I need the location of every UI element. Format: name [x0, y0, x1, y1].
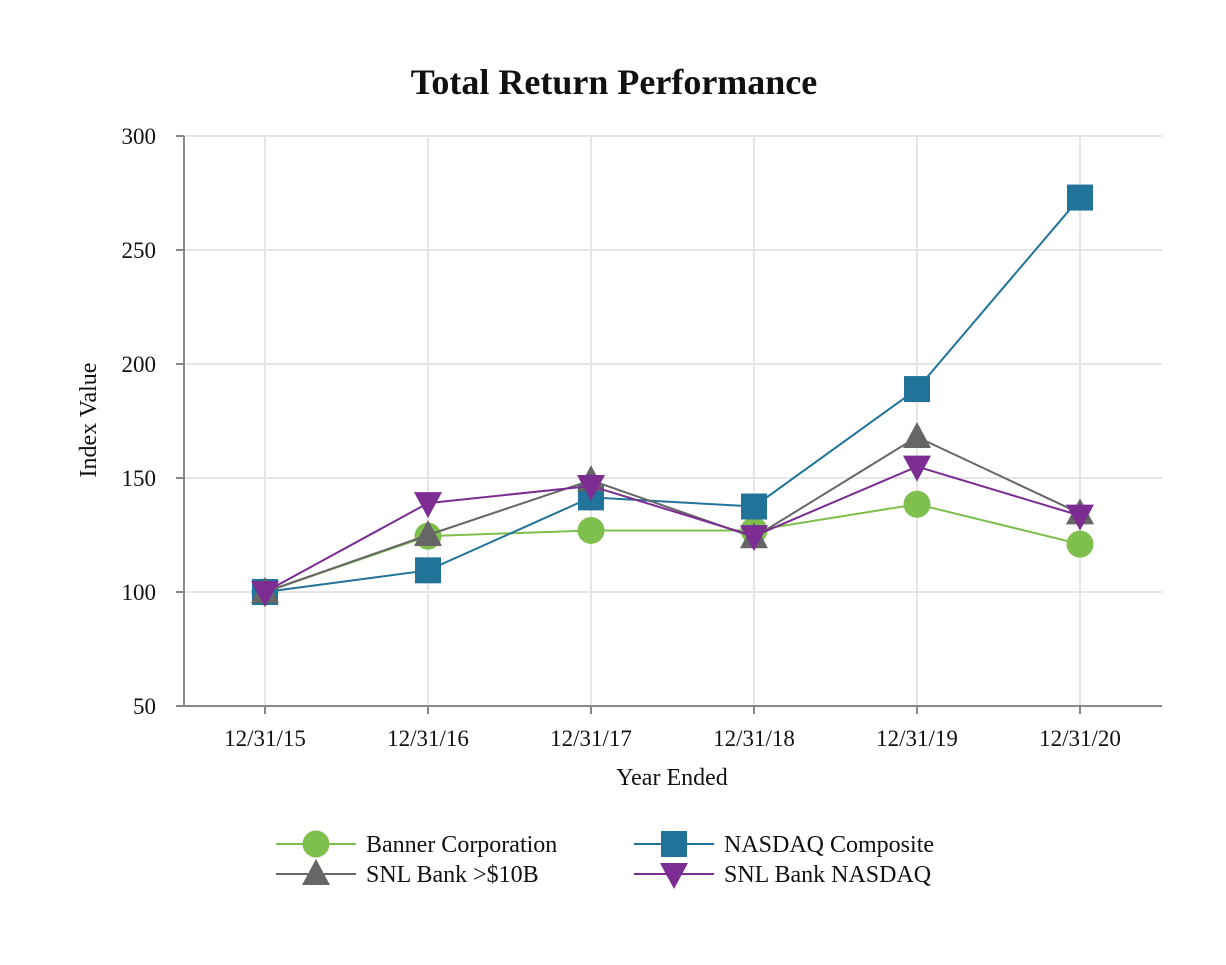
grid-lines: [184, 135, 1162, 706]
legend-item: NASDAQ Composite: [634, 831, 934, 858]
data-point: [1066, 530, 1094, 558]
legend-marker: [302, 859, 330, 885]
series-group: [251, 184, 1094, 607]
legend-marker: [302, 830, 330, 858]
series-2: [252, 184, 1093, 605]
x-tick-label: 12/31/19: [876, 726, 958, 751]
y-tick-label: 100: [122, 580, 157, 605]
x-axis-label: Year Ended: [616, 765, 728, 791]
y-tick-label: 50: [133, 694, 156, 719]
x-tick-label: 12/31/16: [387, 726, 469, 751]
data-point: [740, 525, 768, 552]
data-point: [903, 455, 931, 482]
data-point: [414, 492, 442, 519]
chart-title: Total Return Performance: [411, 62, 818, 102]
y-tick-label: 200: [122, 352, 157, 377]
legend-label: SNL Bank NASDAQ: [724, 862, 931, 888]
legend-marker: [661, 831, 687, 857]
x-tick-label: 12/31/18: [713, 726, 795, 751]
tick-labels: 50 100 150 200 250 300 12/31/15 12/31/16 12/31/1…: [122, 124, 1121, 751]
legend-marker: [660, 863, 688, 889]
data-point: [904, 376, 930, 403]
legend-label: Banner Corporation: [366, 832, 557, 858]
legend-item: SNL Bank NASDAQ: [634, 862, 931, 889]
legend: Banner Corporation NASDAQ Composite SNL Ba…: [276, 830, 934, 889]
data-point: [577, 474, 605, 501]
y-tick-label: 150: [122, 466, 157, 491]
data-point: [414, 520, 442, 546]
data-point: [903, 421, 931, 448]
legend-label: NASDAQ Composite: [724, 832, 934, 858]
y-tick-label: 250: [122, 238, 157, 263]
data-point: [903, 490, 931, 518]
data-point: [577, 516, 605, 544]
series-line: [264, 435, 1081, 593]
x-tick-label: 12/31/17: [550, 726, 632, 751]
axes: [176, 135, 1162, 714]
legend-item: SNL Bank >$10B: [276, 859, 539, 888]
series-line: [264, 503, 1081, 593]
data-point: [251, 581, 279, 607]
y-tick-label: 300: [122, 124, 157, 149]
legend-label: SNL Bank >$10B: [366, 862, 539, 888]
series-3: [251, 421, 1094, 603]
y-axis-label: Index Value: [76, 363, 102, 478]
data-point: [741, 493, 767, 520]
data-point: [1067, 184, 1093, 211]
series-line: [264, 196, 1081, 593]
data-point: [1066, 504, 1094, 531]
series-4: [251, 455, 1094, 607]
x-tick-label: 12/31/20: [1039, 726, 1121, 751]
legend-item: Banner Corporation: [276, 830, 557, 858]
data-point: [415, 557, 441, 584]
x-tick-label: 12/31/15: [224, 726, 306, 751]
series-line: [264, 465, 1081, 593]
